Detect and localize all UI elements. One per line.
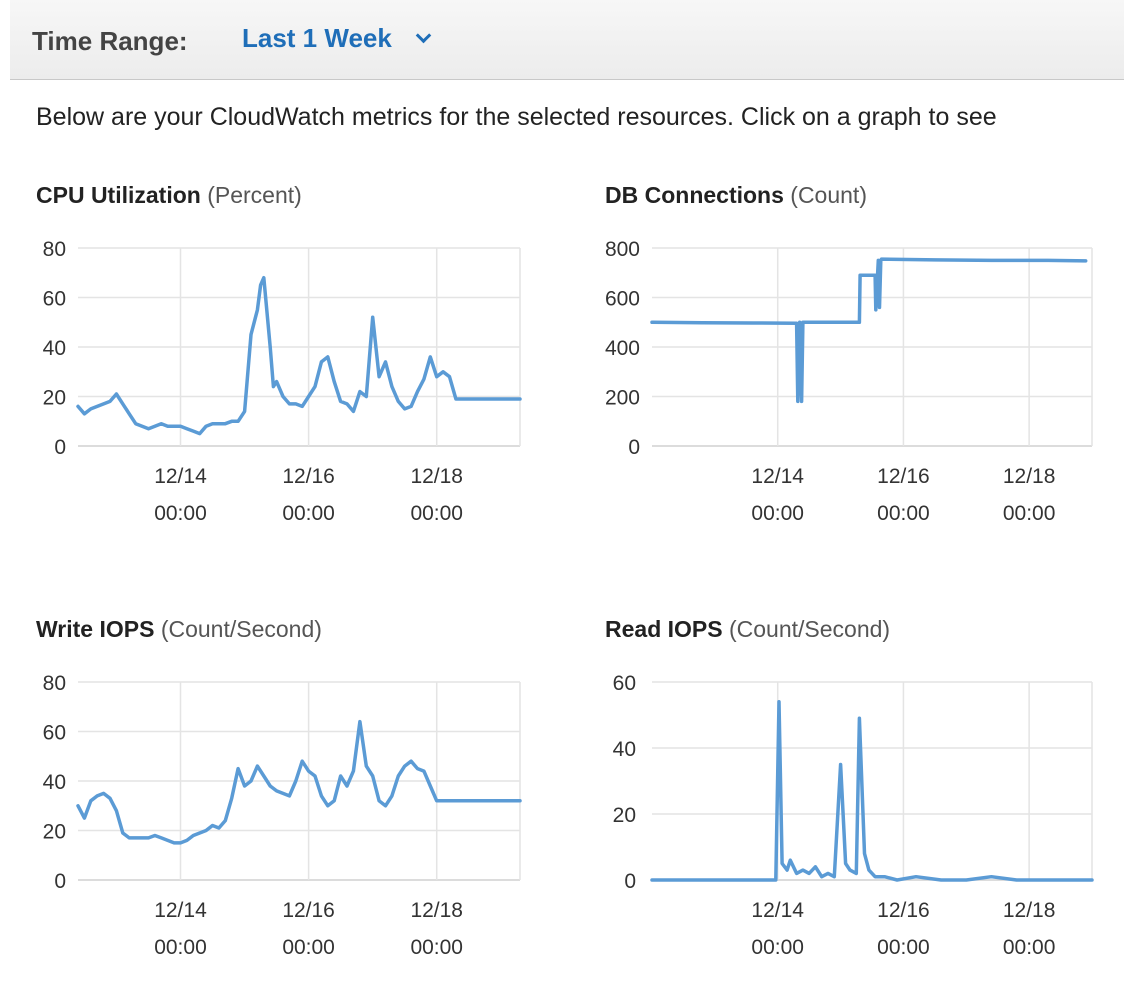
chart-write-iops[interactable]: 0 20 40 60 80 12/14 00:00 12/16 00:00 12/18 00:00 [43, 672, 522, 959]
y-tick-label: 40 [43, 337, 66, 360]
x-tick-time: 00:00 [410, 936, 463, 959]
chart-title-cpu: CPU Utilization (Percent) [36, 182, 302, 209]
y-tick-label: 400 [605, 337, 640, 360]
series-line[interactable] [76, 719, 522, 845]
y-tick-label: 0 [54, 870, 66, 893]
x-tick-date: 12/16 [877, 899, 930, 922]
chart-unit: (Count/Second) [729, 616, 891, 642]
chart-name: CPU Utilization [36, 182, 201, 208]
chart-title-db-connections: DB Connections (Count) [605, 182, 867, 209]
x-tick-date: 12/14 [751, 899, 804, 922]
time-range-bar: Time Range: Last 1 Week [10, 0, 1124, 80]
x-tick-time: 00:00 [877, 502, 930, 525]
chart-name: Write IOPS [36, 616, 155, 642]
time-range-value[interactable]: Last 1 Week [242, 22, 392, 53]
y-tick-label: 20 [613, 804, 636, 827]
x-tick-date: 12/16 [282, 899, 335, 922]
time-range-label: Time Range: [32, 26, 188, 56]
chart-unit: (Percent) [207, 182, 302, 208]
chart-name: Read IOPS [605, 616, 723, 642]
series-line[interactable] [76, 275, 522, 436]
x-tick-date: 12/14 [154, 899, 207, 922]
y-tick-label: 600 [605, 288, 640, 311]
x-tick-date: 12/18 [1003, 899, 1056, 922]
chart-title-read-iops: Read IOPS (Count/Second) [605, 616, 890, 643]
y-tick-label: 800 [605, 238, 640, 261]
chart-name: DB Connections [605, 182, 784, 208]
series-line[interactable] [650, 700, 1094, 882]
y-tick-label: 60 [613, 672, 636, 695]
x-tick-date: 12/14 [751, 465, 804, 488]
x-tick-date: 12/16 [877, 465, 930, 488]
x-tick-time: 00:00 [1003, 936, 1056, 959]
y-tick-label: 0 [628, 436, 640, 459]
x-tick-time: 00:00 [1003, 502, 1056, 525]
y-tick-label: 40 [613, 738, 636, 761]
y-tick-label: 60 [43, 722, 66, 745]
x-tick-time: 00:00 [154, 502, 207, 525]
y-tick-label: 80 [43, 238, 66, 261]
time-range-dropdown[interactable]: Last 1 Week [242, 20, 432, 56]
x-tick-date: 12/18 [410, 465, 463, 488]
chart-unit: (Count/Second) [160, 616, 322, 642]
y-tick-label: 200 [605, 387, 640, 410]
chart-unit: (Count) [790, 182, 867, 208]
x-tick-time: 00:00 [410, 502, 463, 525]
y-tick-label: 0 [624, 870, 636, 893]
y-tick-label: 20 [43, 387, 66, 410]
chart-read-iops[interactable]: 0 20 40 60 12/14 00:00 12/16 00:00 12/18 00:00 [613, 672, 1094, 959]
y-tick-label: 80 [43, 672, 66, 695]
x-tick-time: 00:00 [282, 936, 335, 959]
x-tick-time: 00:00 [751, 936, 804, 959]
x-tick-time: 00:00 [282, 502, 335, 525]
x-tick-time: 00:00 [877, 936, 930, 959]
y-tick-label: 20 [43, 821, 66, 844]
x-tick-time: 00:00 [751, 502, 804, 525]
y-tick-label: 0 [54, 436, 66, 459]
y-tick-label: 40 [43, 771, 66, 794]
x-tick-date: 12/16 [282, 465, 335, 488]
intro-text: Below are your CloudWatch metrics for th… [36, 103, 997, 131]
chart-cpu[interactable]: 0 20 40 60 80 12/14 00:00 12/16 00:00 12/18 00:00 [43, 238, 522, 525]
x-tick-date: 12/18 [410, 899, 463, 922]
chart-title-write-iops: Write IOPS (Count/Second) [36, 616, 322, 643]
y-tick-label: 60 [43, 288, 66, 311]
x-tick-date: 12/14 [154, 465, 207, 488]
x-tick-time: 00:00 [154, 936, 207, 959]
x-tick-date: 12/18 [1003, 465, 1056, 488]
chart-db-connections[interactable]: 0 200 400 600 800 12/14 00:00 12/16 00:00 12/18 00… [605, 238, 1093, 525]
series-line[interactable] [650, 257, 1088, 404]
